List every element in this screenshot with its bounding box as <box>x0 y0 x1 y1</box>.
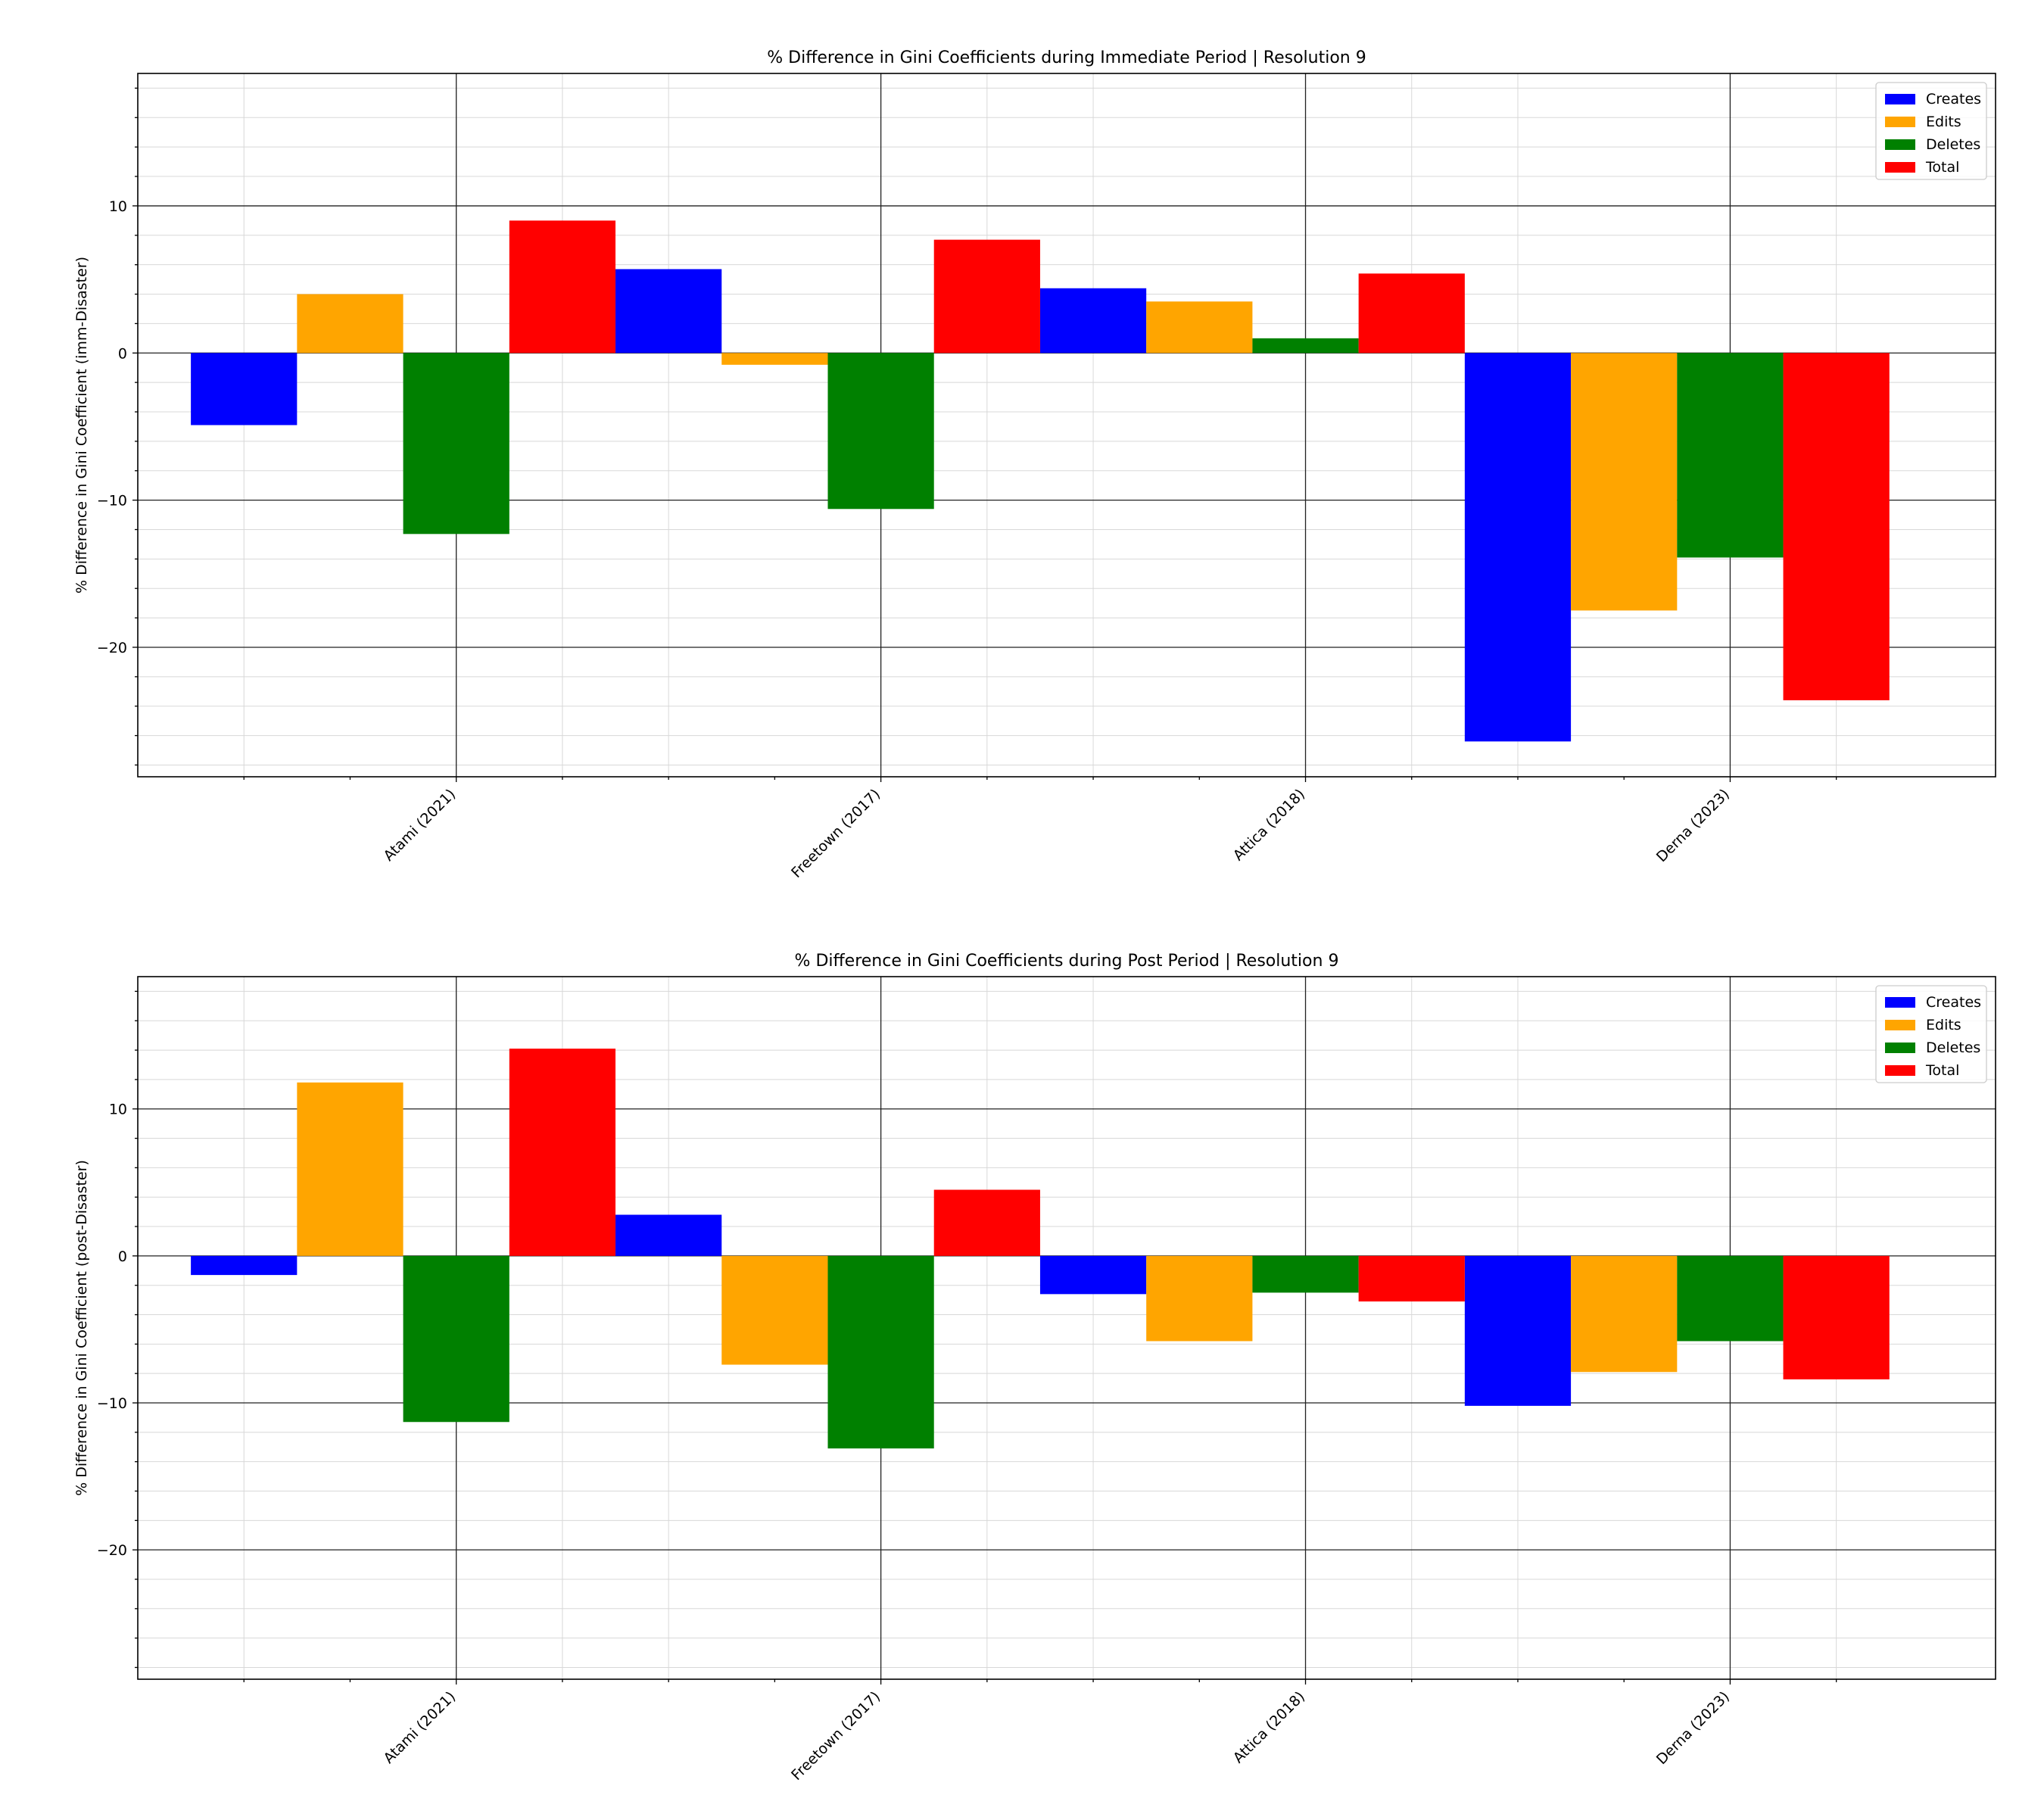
legend-label-total: Total <box>1925 159 1959 176</box>
y-axis-label: % Difference in Gini Coefficient (post-D… <box>73 1160 90 1496</box>
bar-total-2 <box>933 239 1040 354</box>
y-tick-label: 10 <box>109 1102 127 1118</box>
bar-creates-2 <box>615 269 722 354</box>
legend-label-creates: Creates <box>1926 91 1981 108</box>
legend-label-creates: Creates <box>1926 994 1981 1011</box>
chart-title: % Difference in Gini Coefficients during… <box>767 48 1366 67</box>
bar-total-1 <box>509 220 616 354</box>
bar-total-1 <box>509 1049 616 1256</box>
x-tick-label: Atami (2021) <box>380 786 459 865</box>
bar-creates-3 <box>1039 1255 1147 1295</box>
x-tick-label: Atami (2021) <box>380 1688 459 1767</box>
x-tick-label: Freetown (2017) <box>788 786 883 881</box>
bar-deletes-2 <box>827 1255 934 1449</box>
plot-frame <box>137 73 1996 778</box>
bar-deletes-1 <box>403 1255 509 1423</box>
y-axis: −20 −10 0 10 <box>97 87 138 766</box>
bar-edits-1 <box>297 1082 404 1256</box>
bar-deletes-4 <box>1677 1255 1784 1342</box>
x-tick-label: Attica (2018) <box>1230 1688 1308 1766</box>
bar-edits-3 <box>1146 301 1253 354</box>
legend-swatch-total <box>1885 162 1915 173</box>
bar-edits-4 <box>1571 1255 1678 1373</box>
x-axis: Atami (2021) Freetown (2017) Attica (2018)… <box>243 1679 1837 1784</box>
bar-deletes-1 <box>403 353 509 535</box>
legend-label-total: Total <box>1925 1062 1959 1079</box>
bar-total-3 <box>1358 1255 1465 1302</box>
x-axis: Atami (2021) Freetown (2017) Attica (2018)… <box>243 777 1837 881</box>
legend: Creates Edits Deletes Total <box>1875 985 1987 1083</box>
bar-creates-4 <box>1464 1255 1572 1406</box>
x-tick-label: Freetown (2017) <box>788 1688 883 1784</box>
bar-deletes-3 <box>1252 1255 1359 1293</box>
chart-title: % Difference in Gini Coefficients during… <box>795 952 1339 971</box>
legend-swatch-edits <box>1885 1020 1915 1030</box>
legend-label-deletes: Deletes <box>1926 1039 1980 1056</box>
legend-frame <box>1875 985 1987 1083</box>
legend-swatch-edits <box>1885 117 1915 127</box>
y-tick-label: −10 <box>97 1395 127 1412</box>
bar-edits-2 <box>721 353 828 365</box>
bar-edits-1 <box>297 294 404 354</box>
legend-swatch-deletes <box>1885 139 1915 150</box>
y-tick-label: 10 <box>109 198 127 215</box>
bar-total-3 <box>1358 273 1465 354</box>
legend: Creates Edits Deletes Total <box>1875 82 1987 180</box>
bars <box>191 1049 1890 1449</box>
bar-deletes-3 <box>1252 338 1359 354</box>
bar-edits-3 <box>1146 1255 1253 1342</box>
bar-deletes-2 <box>827 353 934 510</box>
bar-deletes-4 <box>1677 353 1784 558</box>
bar-edits-2 <box>721 1255 828 1365</box>
chart-2: −20 −10 0 10 Atami (2021) Freetown (2017) Atti… <box>73 952 1996 1784</box>
y-tick-label: −20 <box>97 1542 127 1559</box>
y-axis: −20 −10 0 10 <box>97 990 138 1669</box>
legend-frame <box>1875 82 1987 180</box>
bar-creates-4 <box>1464 353 1572 742</box>
bar-total-4 <box>1783 1255 1890 1379</box>
legend-swatch-total <box>1885 1065 1915 1076</box>
y-tick-label: −10 <box>97 493 127 510</box>
y-tick-label: −20 <box>97 640 127 656</box>
legend-swatch-creates <box>1885 997 1915 1008</box>
legend-label-deletes: Deletes <box>1926 136 1980 153</box>
legend-swatch-creates <box>1885 94 1915 104</box>
x-tick-label: Derna (2023) <box>1653 786 1733 865</box>
y-axis-label: % Difference in Gini Coefficient (imm-Di… <box>73 257 90 594</box>
x-tick-label: Attica (2018) <box>1230 786 1308 864</box>
legend-label-edits: Edits <box>1926 114 1961 130</box>
chart-1: −20 −10 0 10 Atami (2021) Freetown (2017) Atti… <box>73 48 1996 881</box>
bar-total-2 <box>933 1189 1040 1256</box>
bar-creates-2 <box>615 1214 722 1256</box>
y-tick-label: 0 <box>118 1248 127 1265</box>
y-tick-label: 0 <box>118 345 127 362</box>
bar-creates-3 <box>1039 288 1147 354</box>
plot-frame <box>137 976 1996 1680</box>
legend-swatch-deletes <box>1885 1043 1915 1053</box>
bar-creates-1 <box>191 1255 298 1276</box>
legend-label-edits: Edits <box>1926 1017 1961 1033</box>
bar-edits-4 <box>1571 353 1678 611</box>
bar-creates-1 <box>191 353 298 425</box>
bar-total-4 <box>1783 353 1890 700</box>
bars <box>191 220 1890 742</box>
x-tick-label: Derna (2023) <box>1653 1688 1733 1768</box>
